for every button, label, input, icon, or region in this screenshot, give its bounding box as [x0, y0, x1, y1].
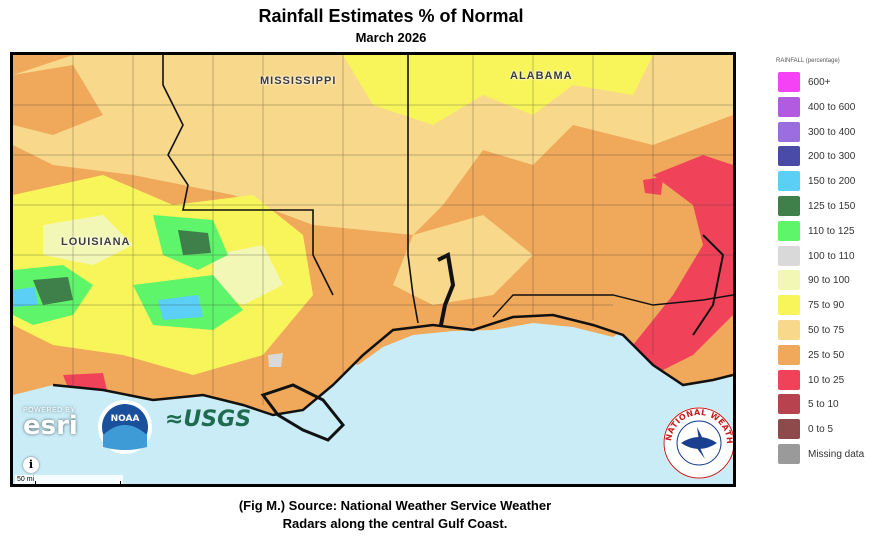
band-10-25-east	[633, 155, 733, 375]
legend-label: 5 to 10	[808, 399, 839, 411]
legend-item: 300 to 400	[776, 121, 876, 147]
legend-swatch	[778, 443, 800, 464]
coastal-shelf	[333, 310, 623, 365]
legend-item: 200 to 300	[776, 146, 876, 171]
info-icon[interactable]: i	[23, 457, 39, 473]
noaa-logo-text: NOAA	[111, 414, 140, 424]
legend-label: 300 to 400	[808, 126, 856, 138]
legend-item: 5 to 10	[776, 394, 876, 419]
gulf-water	[13, 315, 733, 484]
band-75-90-north	[343, 55, 653, 125]
legend-swatch	[778, 171, 800, 192]
coastline	[52, 313, 733, 417]
caption-line-2: Radars along the central Gulf Coast.	[282, 516, 508, 531]
band-125-150-a	[178, 230, 211, 255]
legend-label: 90 to 100	[808, 275, 850, 287]
legend-swatch	[778, 72, 800, 92]
legend-label: 100 to 110	[808, 250, 855, 262]
legend-item: 50 to 75	[776, 319, 876, 345]
scale-bar-line	[35, 481, 121, 484]
legend-item: 400 to 600	[776, 96, 876, 122]
state-label-louisiana: LOUISIANA	[61, 236, 131, 248]
legend-label: 75 to 90	[808, 300, 845, 312]
state-label-alabama: ALABAMA	[510, 70, 573, 82]
scale-label: 50 mi	[17, 476, 35, 483]
legend-swatch	[778, 195, 800, 216]
legend-item: 125 to 150	[776, 195, 876, 221]
mobile-bay	[437, 252, 456, 326]
esri-wordmark: esri	[23, 411, 78, 441]
legend-swatch	[778, 220, 800, 241]
rainfall-map[interactable]: NOAA NATIONAL WEATHER SERVICE MISSISSIPP…	[10, 52, 736, 487]
legend-swatch	[778, 369, 800, 390]
legend-item: 25 to 50	[776, 344, 876, 370]
legend-label: 400 to 600	[808, 101, 856, 113]
legend-swatch	[778, 146, 800, 167]
band-125-150-b	[33, 277, 73, 305]
nws-seal	[663, 407, 733, 479]
legend-title: RAINFALL (percentage)	[776, 58, 840, 64]
legend-label: 50 to 75	[808, 324, 845, 336]
legend-item: 600+	[776, 72, 876, 97]
legend-item: Missing data	[776, 443, 876, 469]
legend-swatch	[778, 96, 800, 117]
band-90-100-b	[213, 245, 283, 305]
usgs-logo: ≈USGS	[165, 407, 252, 432]
delta-outline	[260, 383, 346, 442]
esri-powered-by: POWERED BY	[23, 407, 76, 414]
band-90-100-a	[43, 215, 133, 265]
scale-bar: 50 mi	[15, 475, 123, 484]
bays-east	[692, 234, 725, 336]
legend-swatch	[778, 344, 800, 365]
legend-label: 10 to 25	[808, 374, 845, 386]
band-50-75-south	[393, 215, 533, 305]
band-25-50-nw	[13, 65, 103, 135]
legend-items: 600+ 400 to 600 300 to 400 200 to 300 150 to…	[776, 72, 876, 469]
band-150-200-b	[13, 287, 38, 307]
legend-label: 600+	[808, 77, 831, 88]
chart-title: Rainfall Estimates % of Normal	[258, 6, 524, 26]
legend-item: 75 to 90	[776, 295, 876, 320]
band-100-110	[268, 353, 283, 367]
legend-label: 125 to 150	[808, 200, 856, 212]
chart-subtitle: March 2026	[355, 30, 427, 45]
noaa-logo: NOAA	[98, 400, 152, 454]
figure-caption: (Fig M.) Source: National Weather Servic…	[0, 497, 790, 533]
legend-swatch	[778, 121, 800, 142]
legend-item: 110 to 125	[776, 220, 876, 246]
legend-label: 200 to 300	[808, 151, 856, 163]
legend-label: 150 to 200	[808, 176, 856, 188]
legend-swatch	[778, 270, 800, 291]
legend-label: 110 to 125	[808, 225, 855, 237]
legend-label: 25 to 50	[808, 349, 845, 361]
esri-logo: POWERED BY esri	[23, 407, 78, 441]
county-lines	[13, 55, 733, 405]
legend-swatch	[778, 295, 800, 316]
la-ms-border	[162, 55, 334, 296]
legend-item: 10 to 25	[776, 369, 876, 395]
rainfall-legend: RAINFALL (percentage) 600+ 400 to 600 300 …	[776, 58, 876, 469]
legend-swatch	[778, 394, 800, 415]
legend-item: 150 to 200	[776, 171, 876, 196]
map-canvas: NOAA NATIONAL WEATHER SERVICE	[13, 55, 733, 484]
legend-item: 100 to 110	[776, 245, 876, 271]
legend-label: Missing data	[808, 448, 865, 460]
al-fl-border	[492, 294, 733, 318]
legend-item: 0 to 5	[776, 419, 876, 444]
legend-label: 0 to 5	[808, 424, 834, 436]
band-150-200-a	[158, 295, 203, 320]
legend-swatch	[778, 319, 800, 340]
legend-swatch	[778, 245, 800, 266]
legend-swatch	[778, 419, 800, 440]
caption-line-1: (Fig M.) Source: National Weather Servic…	[238, 498, 552, 513]
legend-item: 90 to 100	[776, 270, 876, 295]
state-label-mississippi: MISSISSIPPI	[260, 75, 337, 87]
